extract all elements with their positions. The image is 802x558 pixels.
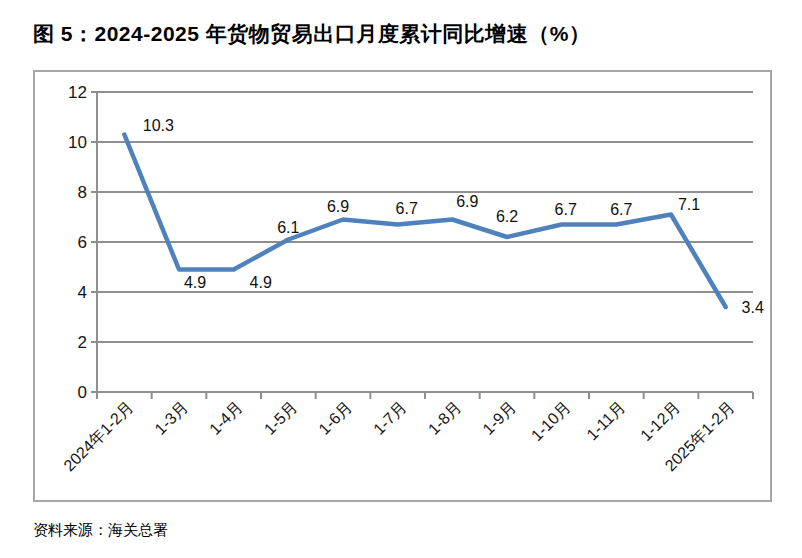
series-line	[124, 135, 725, 308]
x-axis-category-label: 1-11月	[583, 398, 628, 443]
data-label: 6.7	[610, 201, 632, 218]
y-axis-tick-label: 4	[78, 283, 87, 302]
x-axis-category-label: 1-6月	[315, 398, 355, 438]
data-label: 4.9	[250, 274, 272, 291]
line-chart: 0 2 4 6 8 10 12 10.3 4.9 4.9 6.1 6.9 6.7 6.9 6.2 6.7 6.7…	[35, 72, 770, 500]
y-axis-tick-label: 6	[78, 233, 87, 252]
x-axis-category-label: 1-3月	[151, 398, 191, 438]
data-label: 6.9	[327, 198, 349, 215]
x-axis-category-label: 1-9月	[479, 398, 519, 438]
data-label: 6.7	[396, 200, 418, 217]
data-label: 7.1	[678, 196, 700, 213]
y-axis-tick-label: 10	[68, 133, 87, 152]
y-axis-tick-label: 2	[78, 333, 87, 352]
y-axis-tick-label: 8	[78, 183, 87, 202]
data-label: 10.3	[143, 117, 174, 134]
data-label: 3.4	[742, 299, 764, 316]
x-axis-category-label: 2024年1-2月	[60, 398, 136, 474]
source-note: 资料来源：海关总署	[33, 521, 168, 540]
x-axis-category-label: 1-12月	[637, 398, 683, 444]
x-axis-category-label: 1-4月	[206, 398, 246, 438]
x-axis-category-label: 1-7月	[370, 398, 410, 438]
y-axis-tick-label: 0	[78, 383, 87, 402]
x-axis-category-label: 1-10月	[528, 398, 574, 444]
data-label: 6.1	[277, 219, 299, 236]
figure-title: 图 5：2024-2025 年货物贸易出口月度累计同比增速（%）	[33, 20, 590, 48]
data-label: 6.9	[456, 193, 478, 210]
figure-page: 图 5：2024-2025 年货物贸易出口月度累计同比增速（%） 0 2 4 6 8 10…	[0, 0, 802, 558]
data-label: 6.2	[496, 208, 518, 225]
chart-frame: 0 2 4 6 8 10 12 10.3 4.9 4.9 6.1 6.9 6.7 6.9 6.2 6.7 6.7…	[33, 70, 772, 502]
data-label: 6.7	[555, 201, 577, 218]
y-axis-tick-label: 12	[68, 83, 87, 102]
x-axis-category-label: 1-8月	[425, 398, 465, 438]
x-axis-category-label: 1-5月	[261, 398, 301, 438]
data-label: 4.9	[184, 274, 206, 291]
